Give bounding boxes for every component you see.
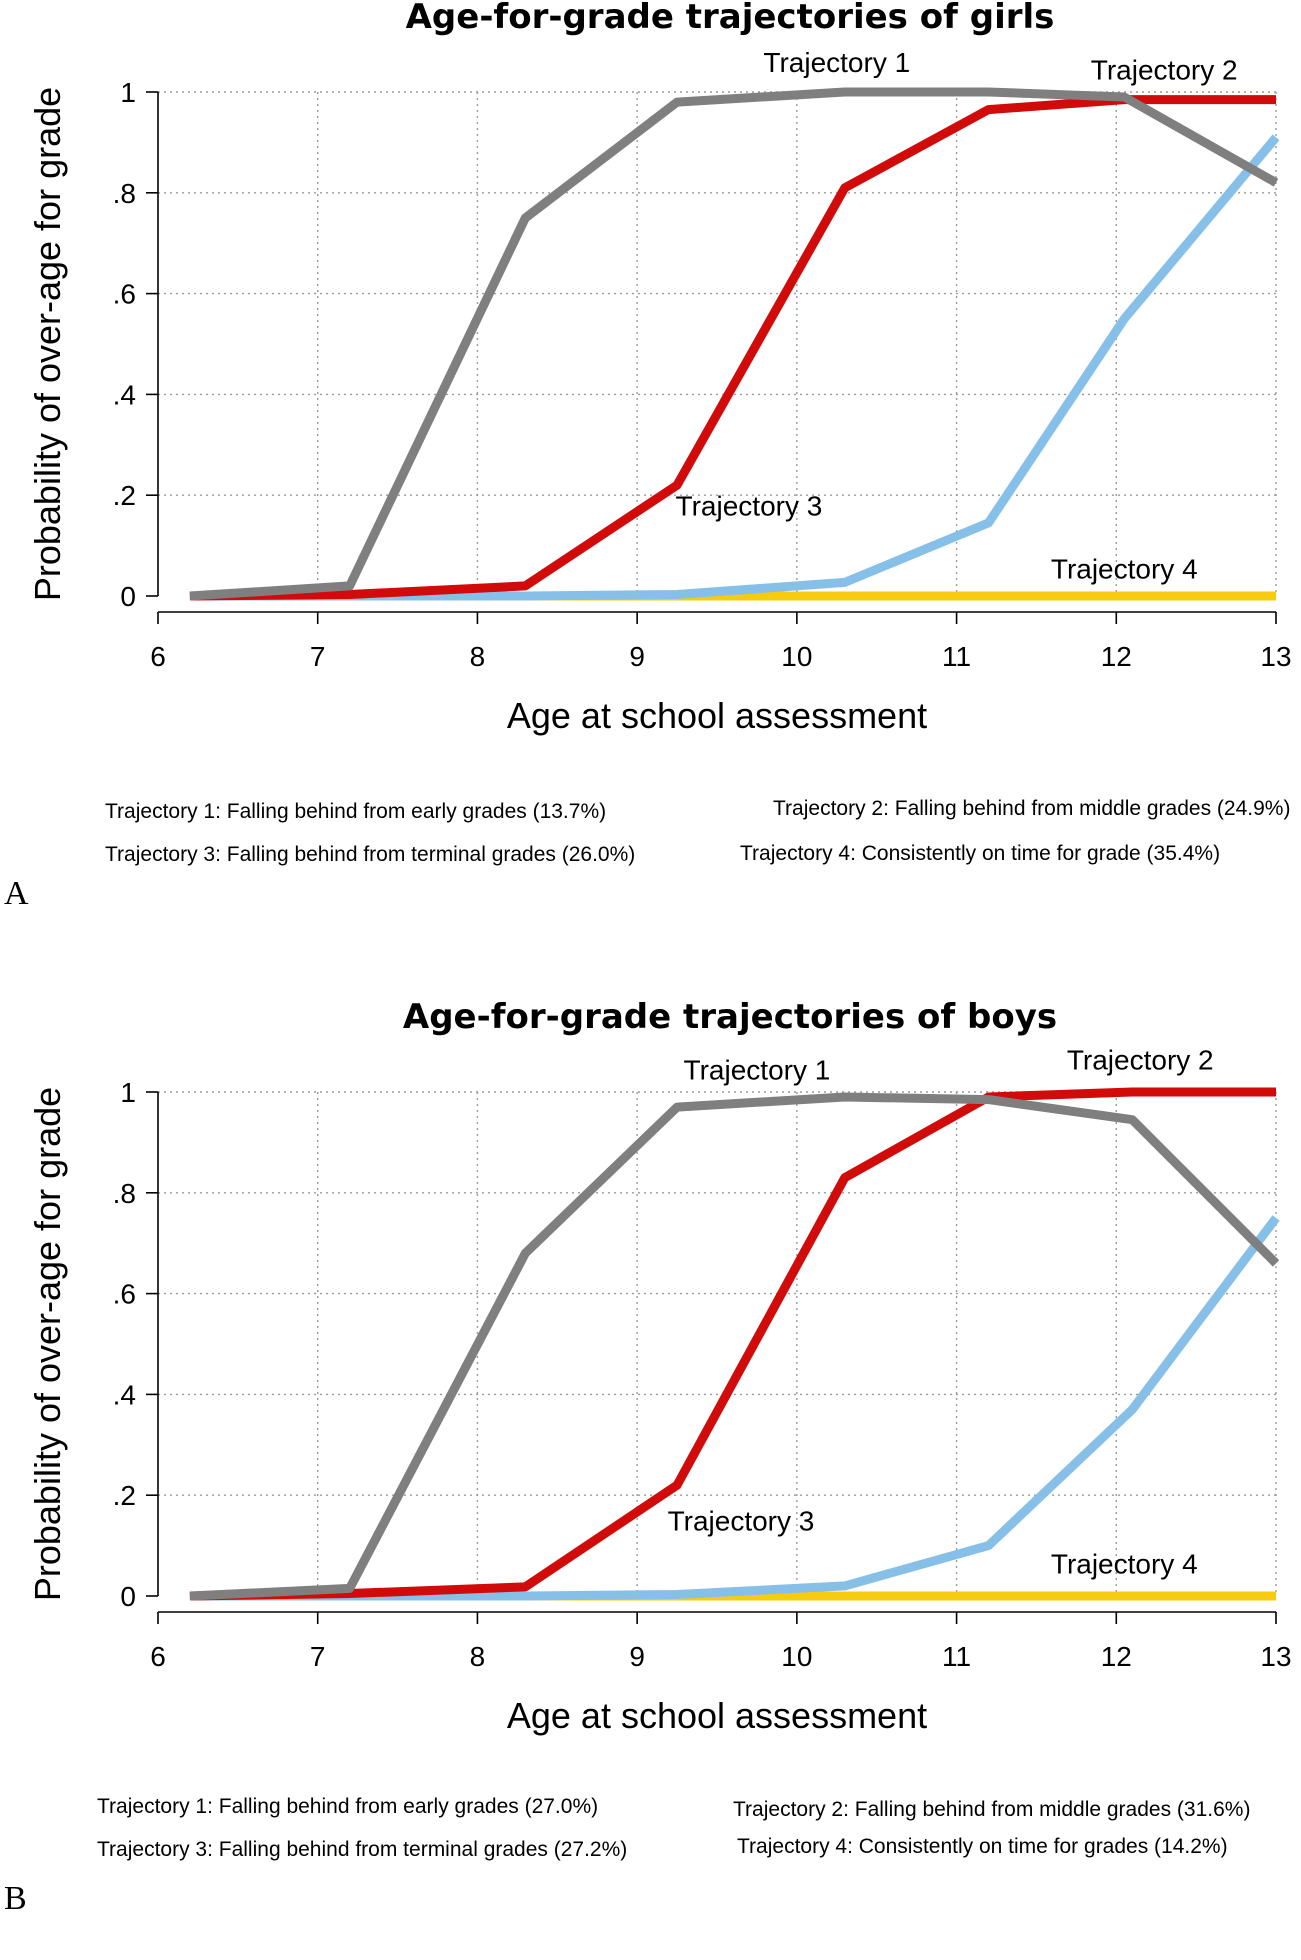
panel-label-a: A xyxy=(4,875,29,912)
note-trajectory-4: Trajectory 4: Consistently on time for g… xyxy=(737,1835,1228,1858)
note-trajectory-3: Trajectory 3: Falling behind from termin… xyxy=(97,1838,628,1861)
y-tick-label: .6 xyxy=(113,1279,136,1310)
axes xyxy=(157,1092,1276,1613)
x-tick-label: 10 xyxy=(781,641,812,672)
chart-title: Age-for-grade trajectories of girls xyxy=(406,0,1055,37)
series-line-trajectory-2 xyxy=(189,95,1276,601)
note-trajectory-1: Trajectory 1: Falling behind from early … xyxy=(97,1795,599,1818)
y-tick-label: 1 xyxy=(120,77,136,108)
y-tick-label: .4 xyxy=(113,1379,136,1410)
y-tick-label: 0 xyxy=(120,581,136,612)
y-tick-label: 0 xyxy=(120,1581,136,1612)
x-tick-label: 9 xyxy=(629,1641,645,1672)
series-line-trajectory-1 xyxy=(189,1092,1280,1601)
x-tick-label: 11 xyxy=(942,1641,971,1672)
series-label: Trajectory 2 xyxy=(1067,1044,1214,1075)
x-tick-label: 12 xyxy=(1101,1641,1132,1672)
series-label: Trajectory 3 xyxy=(676,490,823,521)
x-tick-label: 13 xyxy=(1260,1641,1291,1672)
x-tick-label: 7 xyxy=(310,1641,326,1672)
x-tick-label: 11 xyxy=(942,641,971,672)
y-axis-title: Probability of over-age for grade xyxy=(27,87,68,601)
note-trajectory-2: Trajectory 2: Falling behind from middle… xyxy=(733,1798,1251,1821)
grid-lines xyxy=(158,91,1277,596)
note-trajectory-2: Trajectory 2: Falling behind from middle… xyxy=(773,797,1291,820)
grid-lines xyxy=(158,1091,1277,1596)
note-trajectory-1: Trajectory 1: Falling behind from early … xyxy=(105,800,607,823)
series-label: Trajectory 4 xyxy=(1051,553,1198,584)
series-line-trajectory-3 xyxy=(189,1215,1280,1601)
chart-girls-svg: Age-for-grade trajectories of girls 0 .2 .4… xyxy=(27,0,1292,736)
x-tick-label: 7 xyxy=(310,641,326,672)
y-axis-title: Probability of over-age for grade xyxy=(27,1087,68,1601)
chart-title: Age-for-grade trajectories of boys xyxy=(403,1000,1057,1037)
x-tick-label: 10 xyxy=(781,1641,812,1672)
series-line-trajectory-1 xyxy=(189,87,1279,601)
note-trajectory-3: Trajectory 3: Falling behind from termin… xyxy=(105,843,636,866)
x-tick-label: 8 xyxy=(470,1641,486,1672)
y-tick-label: 1 xyxy=(120,1077,136,1108)
x-tick-label: 6 xyxy=(150,1641,166,1672)
panel-label-b: B xyxy=(4,1880,27,1917)
series-label: Trajectory 3 xyxy=(668,1505,815,1536)
x-tick-label: 9 xyxy=(629,641,645,672)
axes xyxy=(157,92,1276,613)
y-tick-label: .2 xyxy=(113,480,136,511)
y-tick-label: .2 xyxy=(113,1480,136,1511)
series-label: Trajectory 1 xyxy=(684,1054,831,1085)
x-tick-label: 8 xyxy=(470,641,486,672)
x-axis-title: Age at school assessment xyxy=(507,695,927,736)
x-axis-title: Age at school assessment xyxy=(507,1695,927,1736)
series-label: Trajectory 4 xyxy=(1051,1548,1198,1579)
series-line-trajectory-3 xyxy=(189,134,1280,601)
chart-panel-girls: Age-for-grade trajectories of girls 0 .2 .4… xyxy=(0,0,1301,960)
y-tick-label: .6 xyxy=(113,279,136,310)
chart-panel-boys: Age-for-grade trajectories of boys 0 .2 .4.… xyxy=(0,1000,1301,1960)
x-tick-label: 6 xyxy=(150,641,166,672)
series-line-trajectory-2 xyxy=(189,1087,1276,1601)
note-trajectory-4: Trajectory 4: Consistently on time for g… xyxy=(740,842,1221,865)
chart-boys-svg: Age-for-grade trajectories of boys 0 .2 .4.… xyxy=(27,1000,1292,1736)
x-tick-label: 13 xyxy=(1260,641,1291,672)
y-tick-label: .8 xyxy=(113,178,136,209)
y-tick-label: .8 xyxy=(113,1178,136,1209)
x-tick-label: 12 xyxy=(1101,641,1132,672)
series-label: Trajectory 1 xyxy=(763,47,910,78)
series-label: Trajectory 2 xyxy=(1091,54,1238,85)
y-tick-label: .4 xyxy=(113,379,136,410)
